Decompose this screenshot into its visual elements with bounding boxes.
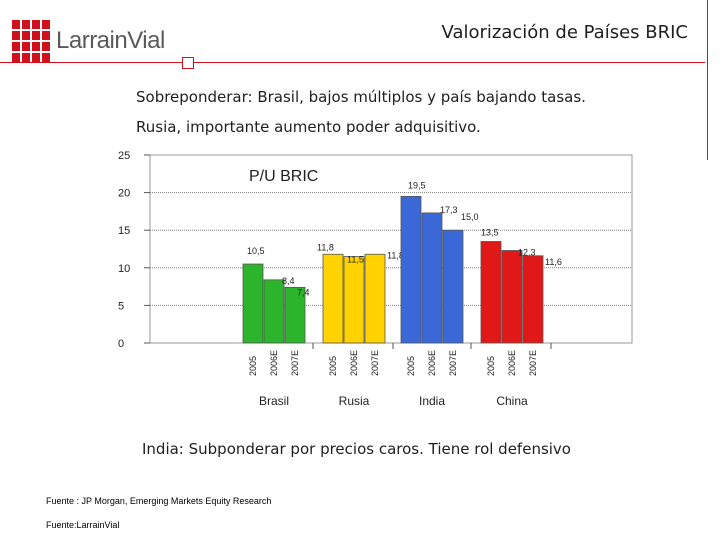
bar-value-label: 11,8 (387, 250, 404, 260)
divider-tick (172, 62, 182, 63)
group-label-brasil: Brasil (259, 394, 289, 408)
x-tick-label: 2006E (349, 350, 359, 376)
bar-china-2005 (480, 241, 502, 344)
plot-area (149, 154, 633, 344)
group-label-india: India (419, 394, 445, 408)
x-tick-label: 2007E (528, 350, 538, 376)
side-divider (707, 0, 708, 160)
bar-value-label: 8,4 (282, 276, 295, 286)
india-note: India: Subponderar por precios caros. Ti… (142, 440, 571, 458)
bar-india-2006e (421, 212, 443, 344)
source-larrainvial: Fuente:LarrainVial (46, 520, 120, 530)
group-label-china: China (496, 394, 528, 408)
bar-rusia-2007e (364, 253, 386, 344)
bar-rusia-2006e (343, 256, 365, 344)
larrainvial-logo: LarrainVial (12, 20, 165, 62)
y-tick-label: 20 (118, 188, 130, 200)
bar-value-label: 11,6 (545, 257, 562, 267)
group-label-rusia: Rusia (339, 394, 370, 408)
bar-value-label: 7,4 (297, 287, 310, 297)
brand-name: LarrainVial (56, 27, 165, 54)
x-tick-label: 2005 (486, 356, 496, 376)
source-jp-morgan: Fuente : JP Morgan, Emerging Markets Equ… (46, 496, 272, 506)
x-tick-label: 2007E (448, 350, 458, 376)
bar-brasil-2005 (242, 263, 264, 344)
bar-value-label: 17,3 (440, 205, 458, 215)
bar-brasil-2007e (284, 286, 306, 344)
x-tick-label: 2006E (427, 350, 437, 376)
x-tick-label: 2007E (290, 350, 300, 376)
bar-value-label: 10,5 (247, 246, 265, 256)
bar-china-2007e (522, 255, 544, 344)
slide-title: Valorización de Países BRIC (441, 22, 688, 43)
bar-brasil-2006e (263, 279, 285, 344)
y-tick-label: 25 (118, 150, 130, 162)
y-tick-label: 0 (118, 338, 124, 350)
y-tick-label: 10 (118, 263, 130, 275)
bar-value-label: 11,5 (347, 255, 364, 265)
bullet-brasil: Sobreponderar: Brasil, bajos múltiplos y… (136, 88, 586, 106)
bar-value-label: 19,5 (408, 180, 426, 190)
bar-rusia-2005 (322, 253, 344, 344)
x-tick-label: 2005 (406, 356, 416, 376)
x-tick-label: 2007E (370, 350, 380, 376)
bar-value-label: 12,3 (518, 248, 536, 258)
chart-title: P/U BRIC (249, 168, 318, 185)
divider-square-icon (182, 57, 194, 69)
x-tick-label: 2005 (328, 356, 338, 376)
y-tick-label: 5 (118, 300, 124, 312)
x-tick-label: 2006E (269, 350, 279, 376)
y-tick-label: 15 (118, 225, 130, 237)
bar-india-2005 (400, 195, 422, 344)
bar-india-2007e (442, 229, 464, 344)
bar-value-label: 13,5 (481, 227, 499, 237)
bar-china-2006e (501, 250, 523, 344)
logo-grid-icon (12, 20, 50, 62)
bar-value-label: 11,8 (317, 242, 334, 252)
x-tick-label: 2005 (248, 356, 258, 376)
x-tick-label: 2006E (507, 350, 517, 376)
bar-value-label: 15,0 (461, 212, 479, 222)
bullet-rusia: Rusia, importante aumento poder adquisit… (136, 118, 481, 136)
header-divider (0, 62, 705, 63)
